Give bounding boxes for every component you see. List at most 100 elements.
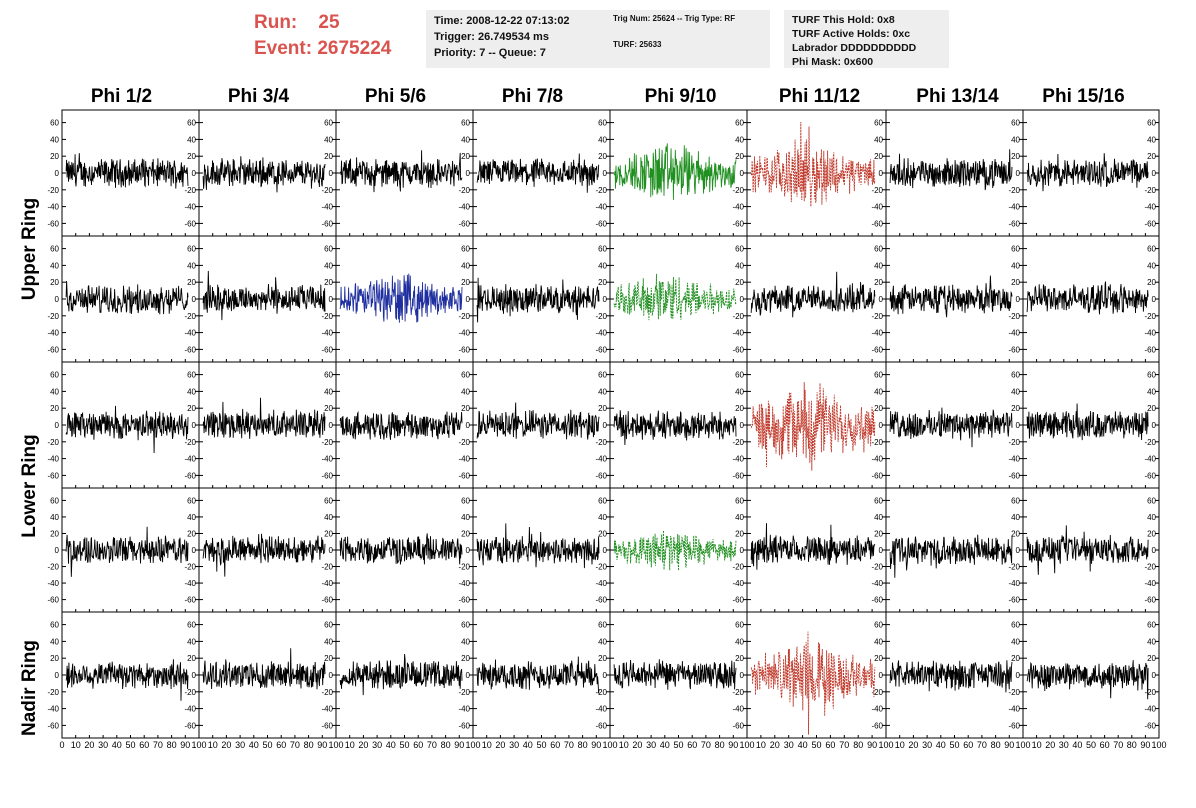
y-tick-label-right: -60 [321, 471, 333, 480]
y-tick-label-right: 60 [1147, 496, 1156, 505]
y-tick-label: 40 [50, 637, 59, 646]
y-tick-label-right: 60 [324, 119, 333, 128]
x-tick-label: 80 [853, 740, 863, 750]
y-tick-label-right: 0 [879, 295, 884, 304]
waveform-panel-r0-c4: -60 -40 -20 0 20 40 60 [609, 109, 748, 237]
x-tick-label: 90 [1004, 740, 1014, 750]
y-tick-label-right: 60 [874, 119, 883, 128]
y-tick-label-right: 60 [735, 371, 744, 380]
trig-line: Trig Num: 25624 -- Trig Type: RF [613, 14, 736, 23]
y-tick-label-right: -60 [871, 471, 883, 480]
waveform-panel-r2-c0: -60 -60 -40 -40 -20 -20 0 0 20 20 40 40 60 60 [47, 361, 200, 489]
y-tick-label-right: 40 [735, 513, 744, 522]
y-tick-label-right: -20 [732, 438, 744, 447]
y-tick-label-right: -20 [184, 186, 196, 195]
x-tick-label: 30 [509, 740, 519, 750]
y-tick-label-right: 0 [879, 169, 884, 178]
y-tick-label-right: 0 [1016, 169, 1021, 178]
y-tick-label-right: 20 [874, 278, 883, 287]
y-tick-label-right: 60 [461, 621, 470, 630]
x-tick-label: 50 [673, 740, 683, 750]
waveform-panel-r1-c6: -60 -40 -20 0 20 40 60 [885, 235, 1024, 363]
y-tick-label-right: -40 [184, 203, 196, 212]
y-tick-label-right: 60 [1011, 496, 1020, 505]
y-tick-label-right: -60 [732, 471, 744, 480]
y-tick-label-right: 60 [735, 119, 744, 128]
waveform-panel-r2-c7: -60 -40 -20 0 20 40 60 [1022, 361, 1160, 489]
y-tick-label: -20 [47, 438, 59, 447]
y-tick-label-right: 40 [324, 513, 333, 522]
y-tick-label: 60 [50, 496, 59, 505]
y-tick-label: -40 [47, 203, 59, 212]
y-tick-label-right: -40 [321, 705, 333, 714]
y-tick-label-right: 60 [461, 371, 470, 380]
column-title-phi-11-12: Phi 11/12 [778, 86, 861, 107]
waveform-trace [339, 533, 463, 565]
x-tick-label: 70 [977, 740, 987, 750]
y-tick-label-right: 0 [466, 421, 471, 430]
y-tick-label-right: -20 [1144, 186, 1156, 195]
y-tick-label-right: -40 [1144, 203, 1156, 212]
y-tick-label-right: -20 [1008, 312, 1020, 321]
x-tick-label: 70 [427, 740, 437, 750]
y-tick-label-right: 20 [598, 404, 607, 413]
y-tick-label-right: -40 [184, 455, 196, 464]
y-tick-label-right: -20 [732, 688, 744, 697]
y-tick-label-right: 60 [187, 245, 196, 254]
y-tick-label-right: -20 [595, 563, 607, 572]
y-tick-label-right: -60 [871, 219, 883, 228]
x-tick-label: 80 [1127, 740, 1137, 750]
y-tick-label-right: -40 [595, 455, 607, 464]
y-tick-label-right: 20 [735, 529, 744, 538]
y-tick-label-right: 20 [1011, 278, 1020, 287]
y-tick-label-right: 60 [874, 371, 883, 380]
waveform-panel-r2-c1: -60 -40 -20 0 20 40 60 [198, 361, 337, 489]
waveform-trace [476, 523, 600, 569]
waveform-panel-r1-c3: -60 -40 -20 0 20 40 60 [472, 235, 611, 363]
y-tick-label-right: -60 [184, 721, 196, 730]
y-tick-label-right: -60 [458, 471, 470, 480]
x-tick-label: 80 [715, 740, 725, 750]
x-tick-label: 30 [235, 740, 245, 750]
waveform-panel-r3-c6: -60 -40 -20 0 20 40 60 [885, 487, 1024, 613]
x-tick-label: 100 [465, 740, 480, 750]
y-tick-label-right: 40 [874, 513, 883, 522]
y-tick-label-right: 60 [1147, 621, 1156, 630]
y-tick-label-right: 40 [187, 637, 196, 646]
panel-frame [746, 235, 887, 363]
x-tick-label: 100 [739, 740, 754, 750]
turf-line: TURF: 25633 [613, 40, 662, 49]
waveform-trace [1026, 153, 1149, 192]
y-tick-label-right: 20 [461, 404, 470, 413]
x-tick-label: 90 [1140, 740, 1150, 750]
x-tick-label: 60 [687, 740, 697, 750]
waveform-trace [202, 533, 326, 577]
waveform-panel-r2-c5: -60 -40 -20 0 20 40 60 [746, 361, 887, 489]
y-tick-label: 20 [50, 152, 59, 161]
y-tick-label-right: -20 [321, 563, 333, 572]
y-tick-label-right: 20 [1147, 278, 1156, 287]
waveform-panel-r0-c0: -60 -60 -40 -40 -20 -20 0 0 20 20 40 40 60 60 [47, 109, 200, 237]
y-tick-label-right: -60 [184, 471, 196, 480]
y-tick-label-right: -40 [595, 203, 607, 212]
y-tick-label-right: 20 [1147, 404, 1156, 413]
y-tick-label-right: -60 [732, 345, 744, 354]
waveform-panel-r3-c2: -60 -40 -20 0 20 40 60 [335, 487, 474, 613]
x-tick-label: 50 [949, 740, 959, 750]
x-tick-label: 60 [413, 740, 423, 750]
column-title-phi-15-16: Phi 15/16 [1042, 86, 1125, 107]
y-tick-label-right: -40 [732, 579, 744, 588]
y-tick-label-right: 0 [1152, 421, 1157, 430]
waveform-trace [750, 382, 876, 471]
y-tick-label-right: 20 [598, 529, 607, 538]
y-tick-label-right: -20 [458, 438, 470, 447]
phi-mask-line: Phi Mask: 0x600 [792, 56, 874, 68]
y-tick-label-right: 20 [1147, 654, 1156, 663]
y-tick-label-right: 0 [466, 546, 471, 555]
y-tick-label-right: -20 [595, 438, 607, 447]
x-tick-label: 10 [756, 740, 766, 750]
y-tick-label: -40 [47, 329, 59, 338]
y-tick-label-right: -20 [871, 563, 883, 572]
